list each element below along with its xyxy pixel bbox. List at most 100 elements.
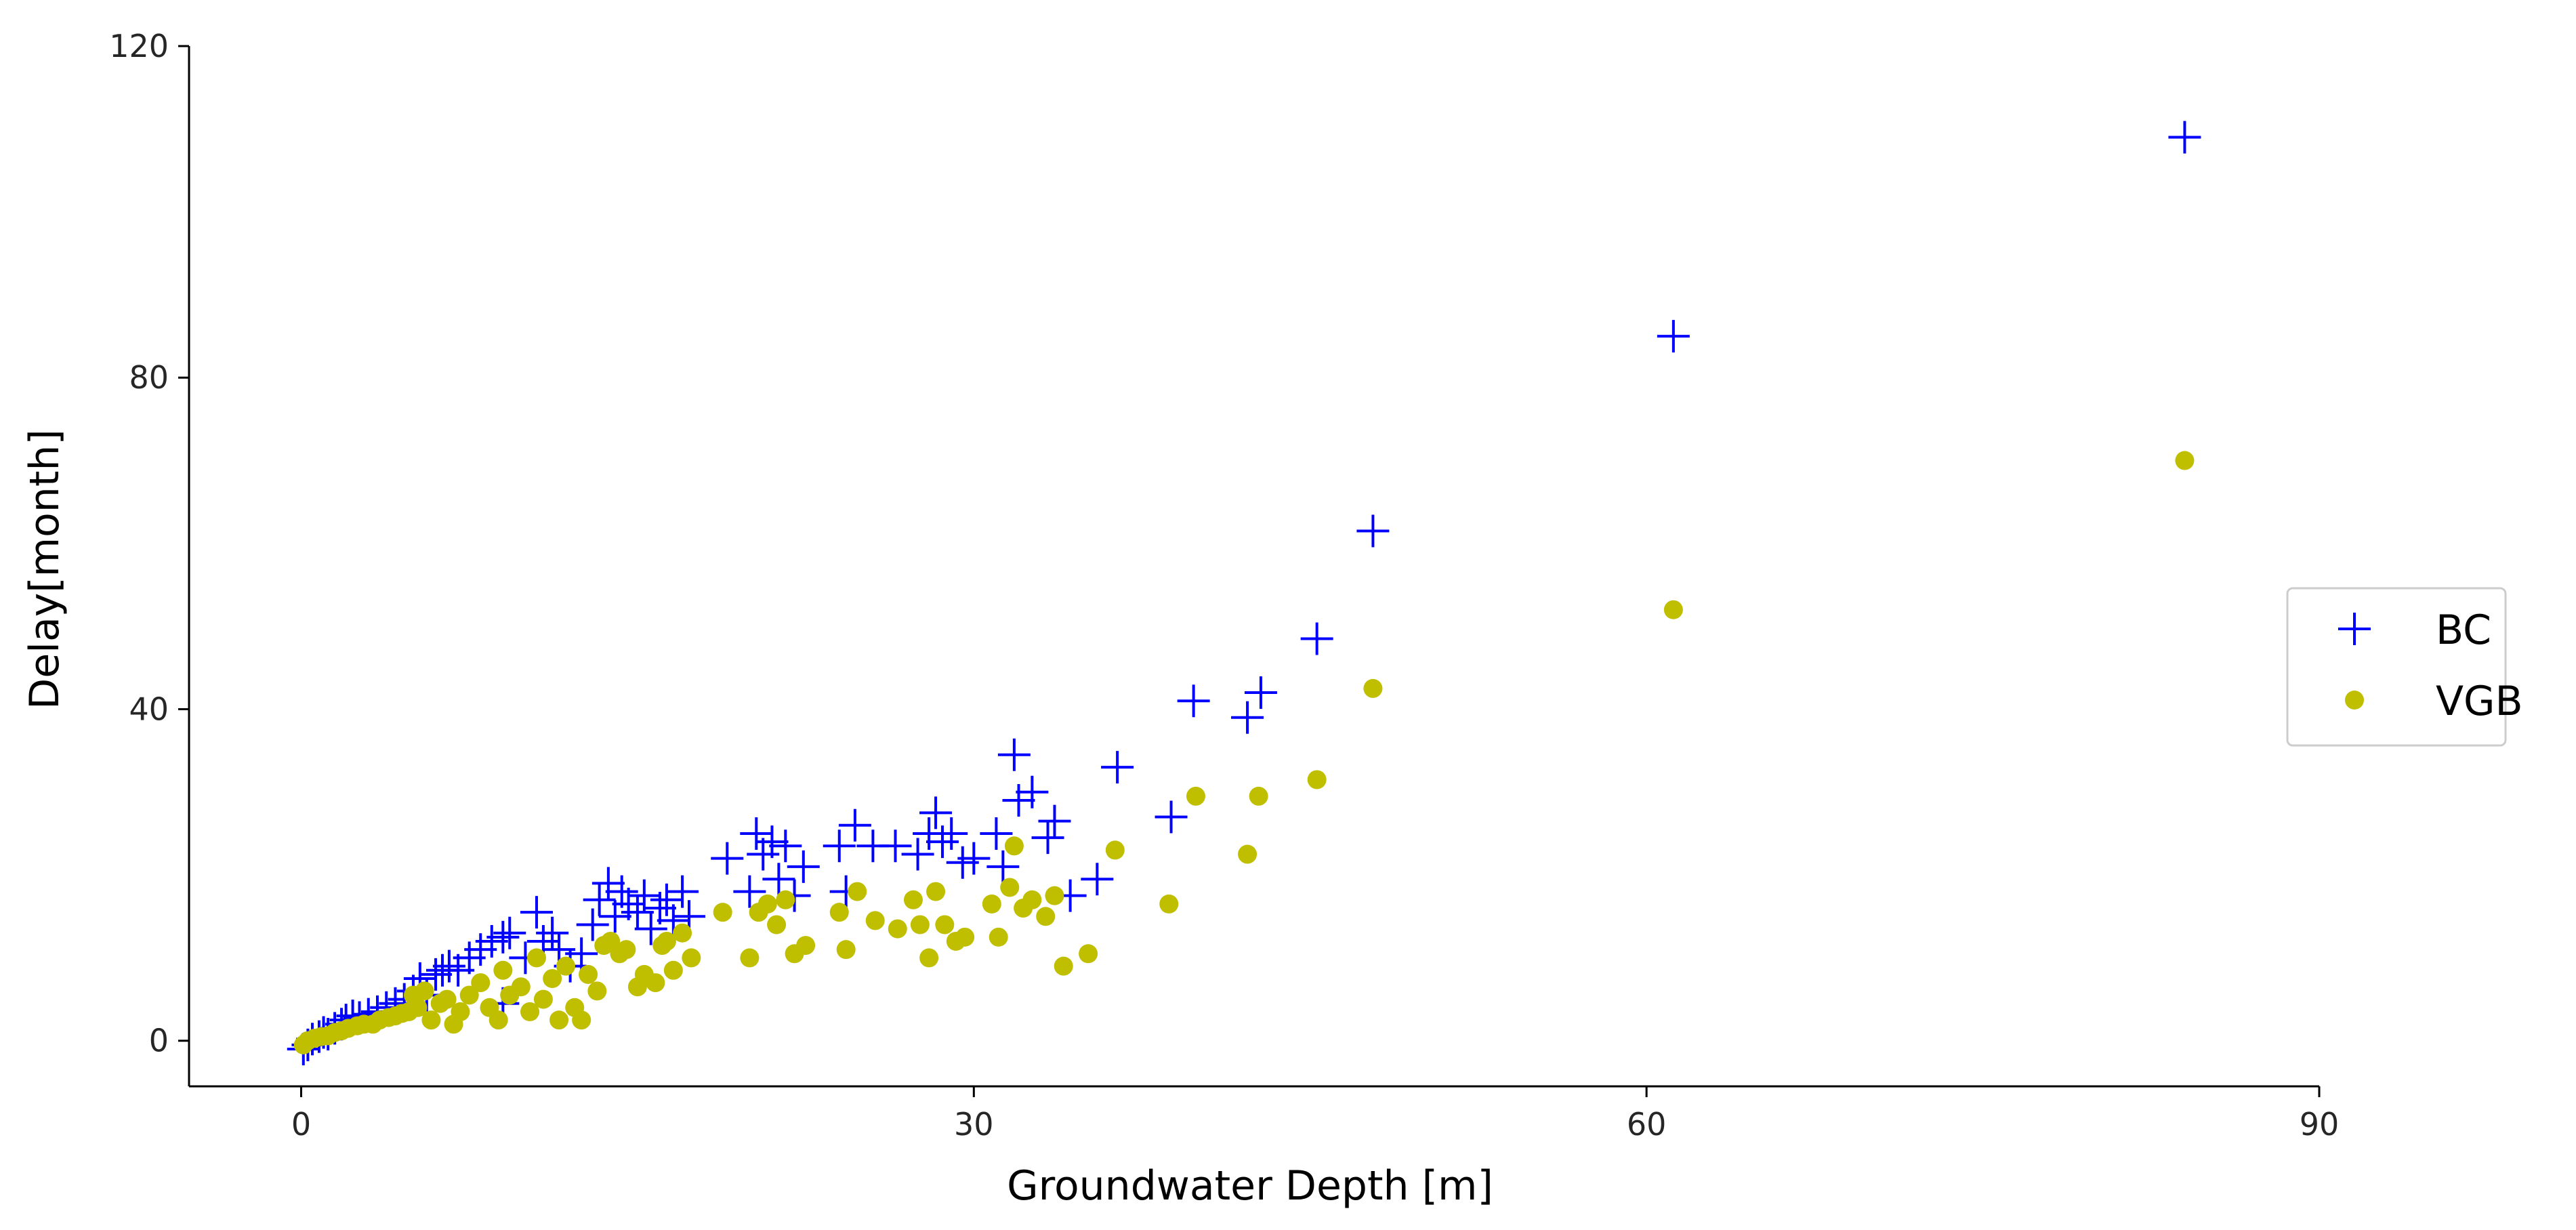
- legend-dot-icon: [2345, 691, 2364, 710]
- vgb-point: [796, 936, 816, 956]
- vgb-point: [1105, 840, 1125, 860]
- bc-point: [733, 875, 766, 908]
- bc-point: [583, 883, 616, 916]
- x-tick-label: 30: [954, 1106, 994, 1143]
- vgb-point: [673, 923, 692, 943]
- vgb-point: [903, 890, 923, 909]
- bc-point: [980, 817, 1013, 850]
- vgb-point: [587, 981, 607, 1001]
- vgb-point: [1054, 956, 1073, 976]
- bc-point: [605, 875, 638, 908]
- bc-point: [926, 825, 959, 859]
- vgb-point: [982, 894, 1001, 914]
- vgb-point: [989, 927, 1008, 947]
- bc-point: [1155, 800, 1188, 834]
- vgb-point: [421, 1010, 441, 1030]
- bc-point: [919, 796, 953, 829]
- vgb-point: [617, 940, 636, 960]
- bc-point: [747, 838, 780, 871]
- vgb-point: [1004, 836, 1024, 856]
- vgb-point: [757, 894, 777, 914]
- bc-point: [1657, 320, 1690, 353]
- vgb-point: [459, 985, 479, 1005]
- bc-point: [634, 912, 667, 945]
- vgb-point: [543, 968, 562, 988]
- bc-point: [986, 850, 1020, 883]
- legend: BC VGB: [2286, 587, 2523, 747]
- vgb-point: [935, 915, 955, 935]
- vgb-point: [767, 915, 787, 935]
- vgb-point: [919, 948, 939, 968]
- bc-point: [1038, 804, 1071, 838]
- vgb-point: [2175, 451, 2195, 470]
- bc-point: [787, 850, 820, 883]
- x-tick-label: 90: [2300, 1106, 2340, 1143]
- bc-point: [838, 808, 871, 842]
- bc-point: [957, 842, 991, 875]
- bc-point: [643, 892, 676, 925]
- vgb-point: [682, 948, 701, 968]
- bc-point: [769, 829, 802, 863]
- legend-label-vgb: VGB: [2436, 678, 2523, 725]
- bc-point: [666, 875, 699, 908]
- bc-point: [1016, 775, 1049, 808]
- vgb-point: [489, 1010, 508, 1030]
- vgb-point: [740, 948, 760, 968]
- bc-point: [1081, 863, 1114, 896]
- bc-point: [1177, 684, 1210, 718]
- bc-point: [901, 838, 934, 871]
- bc-point: [598, 900, 631, 933]
- y-tick-label: 120: [109, 28, 169, 64]
- vgb-point: [910, 915, 930, 935]
- bc-point: [493, 916, 526, 949]
- vgb-point: [776, 890, 795, 909]
- vgb-point: [511, 977, 531, 997]
- bc-point: [755, 825, 789, 859]
- vgb-point: [1036, 907, 1056, 926]
- vgb-point: [865, 911, 885, 930]
- bc-point: [650, 883, 683, 916]
- vgb-point: [829, 903, 849, 922]
- ticks: 0 30 60 90 0 40 80 120: [109, 28, 2339, 1143]
- vgb-point: [415, 981, 434, 1001]
- legend-label-bc: BC: [2436, 607, 2491, 654]
- legend-marker-vgb: [2345, 691, 2364, 710]
- bc-point: [432, 949, 465, 983]
- vgb-point: [572, 1010, 591, 1030]
- vgb-point: [408, 998, 428, 1017]
- vgb-point: [549, 1010, 569, 1030]
- data-points: [287, 121, 2201, 1065]
- vgb-point: [1663, 600, 1683, 619]
- vgb-point: [888, 919, 907, 939]
- bc-point: [486, 920, 520, 954]
- vgb-point: [1307, 770, 1327, 790]
- bc-point: [740, 817, 773, 850]
- vgb-point: [451, 1002, 470, 1021]
- bc-point: [935, 817, 968, 850]
- bc-point: [823, 829, 856, 863]
- legend-plus-icon: [2338, 613, 2371, 645]
- vgb-point: [579, 964, 598, 984]
- bc-point: [536, 916, 569, 949]
- legend-marker-bc: [2338, 613, 2371, 645]
- vgb-point: [1000, 878, 1020, 897]
- vgb-point: [1022, 890, 1042, 909]
- vgb-point: [1186, 786, 1205, 806]
- axes: [188, 46, 2319, 1088]
- y-tick-label: 40: [129, 691, 169, 727]
- vgb-point: [646, 973, 665, 993]
- bc-point: [711, 842, 744, 875]
- bc-point: [1244, 676, 1277, 710]
- bc-point: [565, 937, 598, 970]
- vgb-point: [713, 903, 732, 922]
- bc-point: [1300, 622, 1333, 655]
- vgb-point: [657, 931, 676, 951]
- vgb-point: [955, 927, 975, 947]
- bc-point: [627, 879, 661, 912]
- bc-point: [1101, 751, 1134, 784]
- y-axis-label: Delay[month]: [21, 429, 68, 710]
- vgb-point: [526, 948, 546, 968]
- vgb-point: [556, 956, 575, 976]
- y-tick-label: 80: [129, 359, 169, 396]
